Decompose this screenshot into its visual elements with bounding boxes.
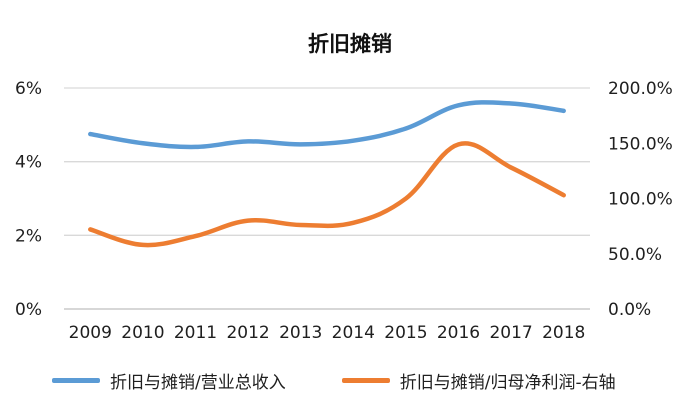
right-axis-tick-label: 50.0% — [608, 245, 662, 265]
legend-item-2: 折旧与摊销/归母净利润-右轴 — [341, 368, 616, 393]
right-axis-tick-label: 100.0% — [608, 190, 673, 210]
right-axis-tick-label: 150.0% — [608, 134, 673, 154]
x-axis-tick-label: 2010 — [121, 323, 164, 343]
chart-legend: 折旧与摊销/营业总收入 折旧与摊销/归母净利润-右轴 — [52, 367, 672, 393]
series-line-2 — [88, 141, 566, 248]
chart-title: 折旧摊销 — [308, 32, 392, 56]
left-axis-tick-label: 2% — [15, 226, 42, 246]
legend-swatch-1 — [52, 377, 100, 383]
x-axis-tick-label: 2018 — [542, 323, 585, 343]
x-axis-tick-label: 2016 — [437, 323, 480, 343]
left-axis-tick-label: 6% — [15, 79, 42, 99]
legend-swatch-2 — [341, 377, 390, 383]
series-line-1 — [88, 100, 566, 150]
legend-label-1: 折旧与摊销/营业总收入 — [110, 372, 286, 393]
left-axis-tick-label: 4% — [15, 153, 42, 173]
left-axis-tick-label: 0% — [15, 300, 42, 320]
legend-item-1: 折旧与摊销/营业总收入 — [52, 368, 286, 393]
x-axis-tick-label: 2012 — [226, 323, 269, 343]
x-axis-tick-label: 2009 — [69, 323, 112, 343]
x-axis-tick-label: 2015 — [384, 323, 427, 343]
x-axis-tick-label: 2011 — [174, 323, 217, 343]
x-axis-tick-label: 2017 — [489, 323, 532, 343]
right-axis-tick-label: 200.0% — [608, 79, 673, 99]
x-axis-tick-label: 2013 — [279, 323, 322, 343]
x-axis-tick-label: 2014 — [332, 323, 375, 343]
legend-label-2: 折旧与摊销/归母净利润-右轴 — [399, 372, 616, 393]
right-axis-tick-label: 0.0% — [608, 300, 651, 320]
